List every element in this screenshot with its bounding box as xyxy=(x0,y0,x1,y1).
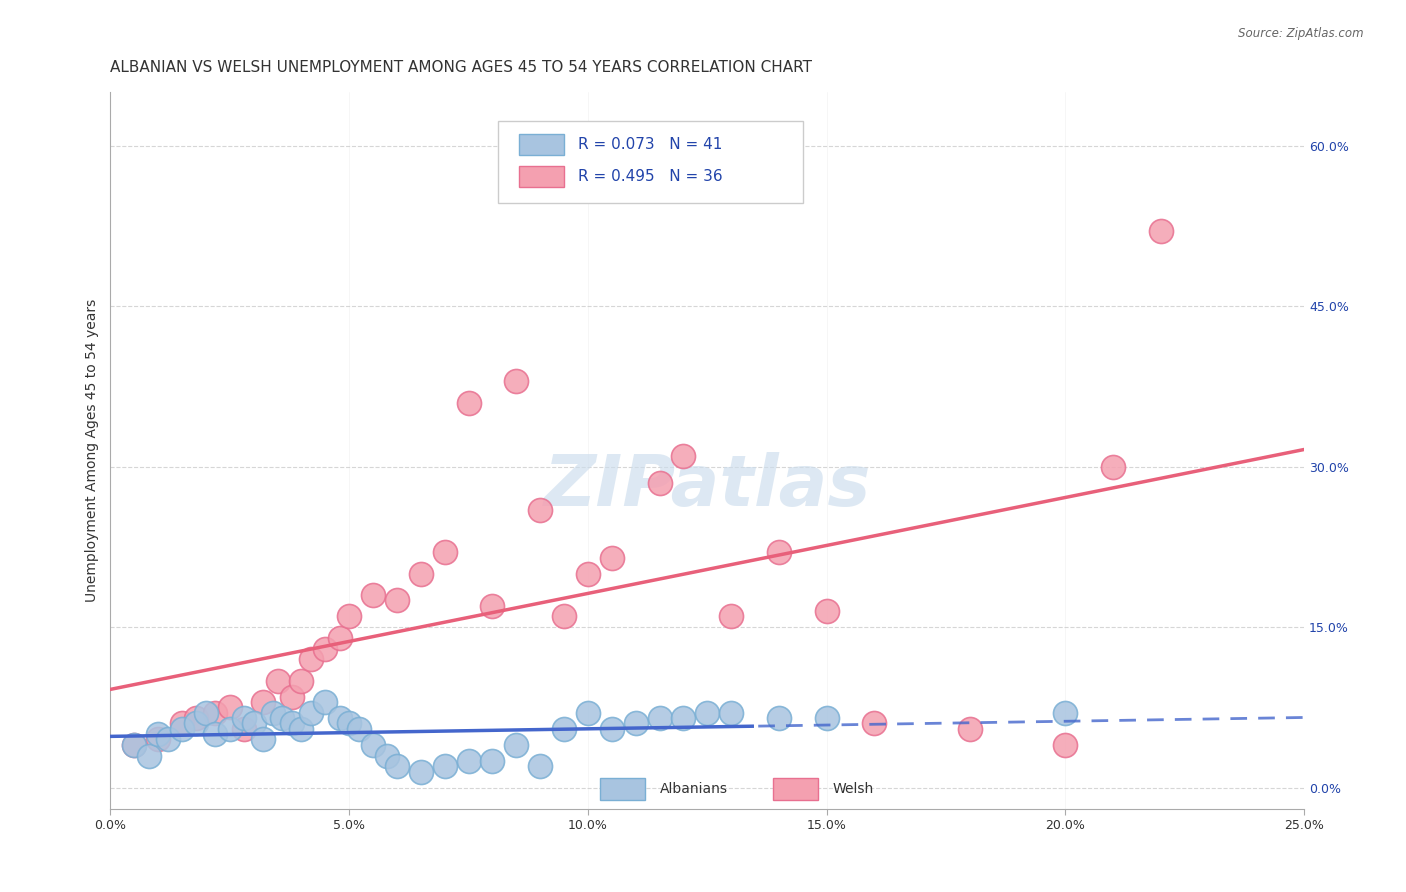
Point xyxy=(1102,459,1125,474)
Point xyxy=(361,588,384,602)
FancyBboxPatch shape xyxy=(519,134,564,155)
Point xyxy=(170,716,193,731)
Point xyxy=(768,711,790,725)
Point xyxy=(252,732,274,747)
Point xyxy=(433,759,456,773)
Point xyxy=(218,722,240,736)
Point xyxy=(433,545,456,559)
Point xyxy=(1054,706,1077,720)
Point xyxy=(696,706,718,720)
Point xyxy=(262,706,284,720)
Point xyxy=(600,722,623,736)
Point xyxy=(576,706,599,720)
Point xyxy=(768,545,790,559)
Text: R = 0.495   N = 36: R = 0.495 N = 36 xyxy=(578,169,723,184)
Text: Source: ZipAtlas.com: Source: ZipAtlas.com xyxy=(1239,27,1364,40)
Point xyxy=(329,631,352,645)
Point xyxy=(337,609,360,624)
Point xyxy=(124,738,146,752)
Point xyxy=(457,754,479,768)
Text: Albanians: Albanians xyxy=(659,782,727,796)
Point xyxy=(146,727,169,741)
Point xyxy=(146,732,169,747)
FancyBboxPatch shape xyxy=(773,778,818,799)
Point xyxy=(156,732,179,747)
Point xyxy=(624,716,647,731)
Point xyxy=(815,711,838,725)
Point xyxy=(863,716,886,731)
Point xyxy=(299,652,322,666)
Point xyxy=(290,722,312,736)
Point xyxy=(204,727,226,741)
Text: ZIPatlas: ZIPatlas xyxy=(544,452,870,521)
Point xyxy=(529,502,551,516)
Point xyxy=(385,759,408,773)
Text: R = 0.073   N = 41: R = 0.073 N = 41 xyxy=(578,137,723,153)
Point xyxy=(233,711,256,725)
Point xyxy=(281,690,304,704)
Point xyxy=(218,700,240,714)
Point xyxy=(242,716,264,731)
Point xyxy=(186,716,208,731)
Point xyxy=(314,641,336,656)
Point xyxy=(457,395,479,409)
Point xyxy=(271,711,294,725)
Point xyxy=(672,449,695,463)
Point xyxy=(385,593,408,607)
Text: Welsh: Welsh xyxy=(832,782,875,796)
Point xyxy=(720,706,742,720)
Point xyxy=(361,738,384,752)
Point xyxy=(281,716,304,731)
Point xyxy=(553,609,575,624)
Point xyxy=(329,711,352,725)
Point xyxy=(481,599,503,613)
Y-axis label: Unemployment Among Ages 45 to 54 years: Unemployment Among Ages 45 to 54 years xyxy=(86,299,100,602)
Point xyxy=(409,566,432,581)
Point xyxy=(290,673,312,688)
Point xyxy=(648,711,671,725)
Point xyxy=(600,550,623,565)
Point xyxy=(576,566,599,581)
Point xyxy=(314,695,336,709)
Point xyxy=(553,722,575,736)
Point xyxy=(481,754,503,768)
Point xyxy=(233,722,256,736)
Point xyxy=(672,711,695,725)
Point xyxy=(720,609,742,624)
Point xyxy=(1054,738,1077,752)
Point xyxy=(138,748,160,763)
Point xyxy=(252,695,274,709)
Point xyxy=(186,711,208,725)
Point xyxy=(409,764,432,779)
Point xyxy=(959,722,981,736)
FancyBboxPatch shape xyxy=(600,778,645,799)
Point xyxy=(815,604,838,618)
Point xyxy=(1150,224,1173,238)
FancyBboxPatch shape xyxy=(498,121,803,203)
Point xyxy=(529,759,551,773)
Point xyxy=(648,475,671,490)
Point xyxy=(266,673,288,688)
Point xyxy=(299,706,322,720)
Text: ALBANIAN VS WELSH UNEMPLOYMENT AMONG AGES 45 TO 54 YEARS CORRELATION CHART: ALBANIAN VS WELSH UNEMPLOYMENT AMONG AGE… xyxy=(111,60,813,75)
Point xyxy=(204,706,226,720)
Point xyxy=(124,738,146,752)
Point xyxy=(337,716,360,731)
FancyBboxPatch shape xyxy=(519,166,564,187)
Point xyxy=(375,748,398,763)
Point xyxy=(170,722,193,736)
Point xyxy=(505,738,527,752)
Point xyxy=(505,374,527,388)
Point xyxy=(347,722,370,736)
Point xyxy=(194,706,217,720)
